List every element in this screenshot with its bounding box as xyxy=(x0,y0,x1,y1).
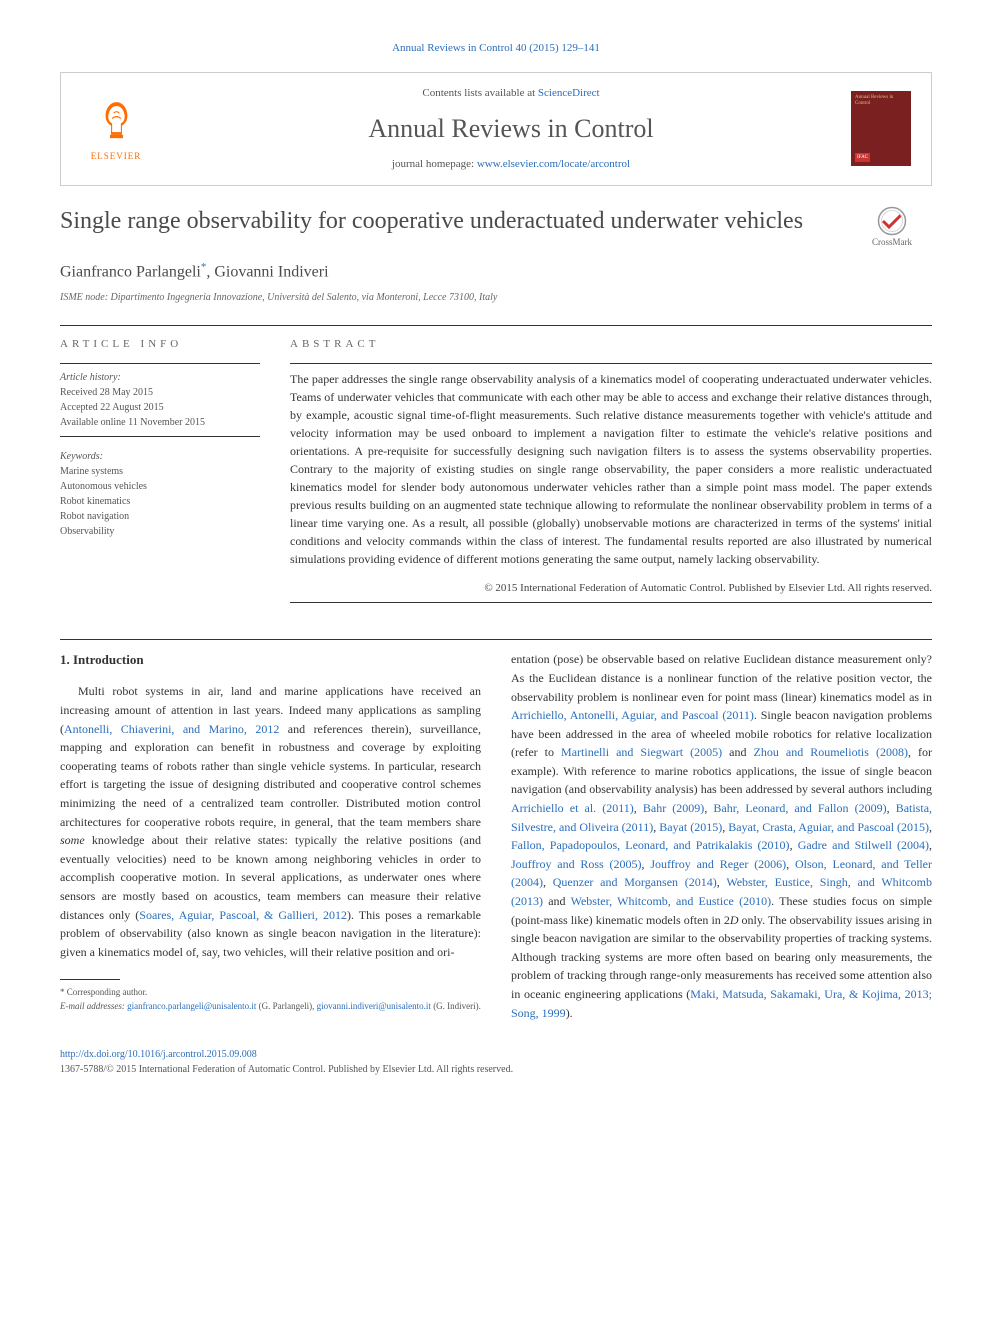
keyword: Robot kinematics xyxy=(60,494,260,509)
email-link[interactable]: gianfranco.parlangeli@unisalento.it xyxy=(127,1001,256,1011)
abstract: ABSTRACT The paper addresses the single … xyxy=(290,336,932,609)
keywords-label: Keywords: xyxy=(60,449,260,464)
article-info: ARTICLE INFO Article history: Received 2… xyxy=(60,336,260,609)
body-paragraph: entation (pose) be observable based on r… xyxy=(511,650,932,1022)
citation-link[interactable]: Bahr (2009) xyxy=(643,801,704,815)
elsevier-logo: ELSEVIER xyxy=(81,94,151,164)
citation-link[interactable]: Bayat (2015) xyxy=(659,820,722,834)
body-paragraph: Multi robot systems in air, land and mar… xyxy=(60,682,481,961)
keyword: Autonomous vehicles xyxy=(60,479,260,494)
abstract-copyright: © 2015 International Federation of Autom… xyxy=(290,580,932,597)
contents-line: Contents lists available at ScienceDirec… xyxy=(171,85,851,102)
elsevier-tree-icon xyxy=(89,94,144,149)
keyword: Marine systems xyxy=(60,464,260,479)
footnote-separator xyxy=(60,979,120,980)
abstract-label: ABSTRACT xyxy=(290,336,932,353)
authors: Gianfranco Parlangeli*, Giovanni Indiver… xyxy=(60,259,932,284)
journal-name: Annual Reviews in Control xyxy=(171,109,851,148)
history-label: Article history: xyxy=(60,370,260,385)
received-date: Received 28 May 2015 xyxy=(60,385,260,400)
section-heading: 1. Introduction xyxy=(60,650,481,670)
citation-link[interactable]: Gadre and Stilwell (2004) xyxy=(798,838,929,852)
keyword: Observability xyxy=(60,524,260,539)
citation-link[interactable]: Annual Reviews in Control 40 (2015) 129–… xyxy=(60,40,932,57)
doi-link[interactable]: http://dx.doi.org/10.1016/j.arcontrol.20… xyxy=(60,1049,257,1060)
journal-cover: Annual Reviews in Control IFAC xyxy=(851,91,911,166)
citation-link[interactable]: Bahr, Leonard, and Fallon (2009) xyxy=(713,801,886,815)
citation-link[interactable]: Bayat, Crasta, Aguiar, and Pascoal (2015… xyxy=(728,820,929,834)
divider xyxy=(60,325,932,326)
divider xyxy=(60,639,932,640)
homepage-line: journal homepage: www.elsevier.com/locat… xyxy=(171,156,851,173)
citation-link[interactable]: Jouffroy and Reger (2006) xyxy=(650,857,786,871)
citation-link[interactable]: Martinelli and Siegwart (2005) xyxy=(561,745,722,759)
article-title: Single range observability for cooperati… xyxy=(60,206,852,237)
journal-header: ELSEVIER Contents lists available at Sci… xyxy=(60,72,932,186)
citation-link[interactable]: Quenzer and Morgansen (2014) xyxy=(553,875,717,889)
abstract-text: The paper addresses the single range obs… xyxy=(290,370,932,568)
affiliation: ISME node: Dipartimento Ingegneria Innov… xyxy=(60,290,932,305)
email-link[interactable]: giovanni.indiveri@unisalento.it xyxy=(317,1001,431,1011)
citation-link[interactable]: Arrichiello, Antonelli, Aguiar, and Pasc… xyxy=(511,708,754,722)
accepted-date: Accepted 22 August 2015 xyxy=(60,400,260,415)
keyword: Robot navigation xyxy=(60,509,260,524)
citation-link[interactable]: Antonelli, Chiaverini, and Marino, 2012 xyxy=(64,722,279,736)
crossmark-badge[interactable]: CrossMark xyxy=(852,206,932,250)
citation-link[interactable]: Soares, Aguiar, Pascoal, & Gallieri, 201… xyxy=(139,908,347,922)
citation-link[interactable]: Zhou and Roumeliotis (2008) xyxy=(754,745,908,759)
citation-link[interactable]: Fallon, Papadopoulos, Leonard, and Patri… xyxy=(511,838,790,852)
citation-link[interactable]: Webster, Whitcomb, and Eustice (2010) xyxy=(571,894,772,908)
footnote: * Corresponding author. E-mail addresses… xyxy=(60,986,481,1013)
footer-copyright: 1367-5788/© 2015 International Federatio… xyxy=(60,1062,932,1077)
page-footer: http://dx.doi.org/10.1016/j.arcontrol.20… xyxy=(60,1047,932,1077)
available-date: Available online 11 November 2015 xyxy=(60,415,260,430)
article-info-label: ARTICLE INFO xyxy=(60,336,260,353)
citation-link[interactable]: Jouffroy and Ross (2005) xyxy=(511,857,642,871)
sciencedirect-link[interactable]: ScienceDirect xyxy=(538,87,600,99)
body-column-right: entation (pose) be observable based on r… xyxy=(511,650,932,1022)
homepage-link[interactable]: www.elsevier.com/locate/arcontrol xyxy=(477,158,630,170)
elsevier-label: ELSEVIER xyxy=(91,150,142,164)
body-column-left: 1. Introduction Multi robot systems in a… xyxy=(60,650,481,1022)
citation-link[interactable]: Arrichiello et al. (2011) xyxy=(511,801,634,815)
crossmark-icon xyxy=(877,206,907,236)
